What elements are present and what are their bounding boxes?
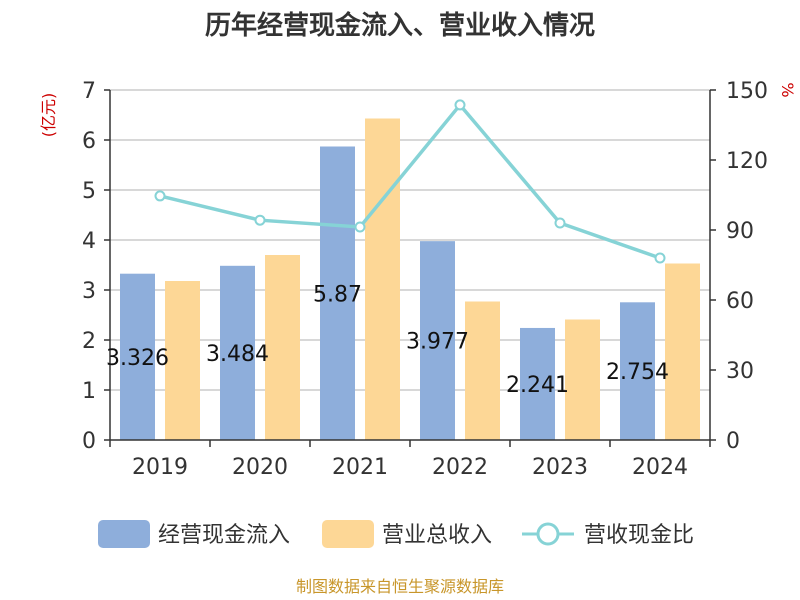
left-tick-label-7: 7 (82, 79, 96, 104)
bar-revenue-2021[interactable] (365, 118, 400, 441)
data-labels: 3.326 3.484 5.87 3.977 2.241 2.754 (106, 282, 669, 398)
right-tick-label-5: 150 (726, 79, 768, 104)
x-tick-label-2023: 2023 (532, 455, 588, 480)
axes (104, 89, 716, 447)
legend-item-cash-inflow[interactable]: 经营现金流入 (98, 520, 290, 548)
tick-labels: 0 1 2 3 4 5 6 7 0 30 60 90 120 150 2019 2020 2021 2022 202… (82, 79, 768, 480)
ratio-point-2021[interactable] (354, 221, 366, 233)
right-tick-label-3: 90 (726, 219, 754, 244)
ratio-line-path (159, 102, 661, 260)
left-axis-unit: (亿元) (39, 93, 58, 138)
bar-revenue-2022[interactable] (465, 301, 500, 441)
legend-label-revenue: 营业总收入 (382, 523, 492, 548)
legend-label-cash-inflow: 经营现金流入 (158, 523, 290, 548)
bars (120, 118, 700, 441)
ratio-point-2023[interactable] (554, 217, 566, 229)
left-tick-label-0: 0 (82, 429, 96, 454)
bar-cash-inflow-2024[interactable] (620, 302, 655, 440)
data-label-cash-inflow-2021: 5.87 (313, 282, 362, 307)
gridlines (110, 89, 710, 391)
legend-item-ratio[interactable]: 营收现金比 (522, 522, 694, 548)
legend: 经营现金流入 营业总收入 营收现金比 (98, 520, 694, 548)
x-tick-label-2019: 2019 (132, 455, 188, 480)
right-axis-unit: % (778, 82, 797, 97)
data-label-cash-inflow-2020: 3.484 (206, 342, 269, 367)
data-label-cash-inflow-2024: 2.754 (606, 360, 669, 385)
x-tick-label-2021: 2021 (332, 455, 388, 480)
left-tick-label-5: 5 (82, 179, 96, 204)
bar-revenue-2024[interactable] (665, 263, 700, 441)
bar-cash-inflow-2022[interactable] (420, 241, 455, 440)
x-tick-label-2022: 2022 (432, 455, 488, 480)
right-tick-label-2: 60 (726, 289, 754, 314)
bar-revenue-2023[interactable] (565, 319, 600, 441)
left-tick-label-6: 6 (82, 129, 96, 154)
chart-title: 历年经营现金流入、营业收入情况 (205, 10, 595, 41)
ratio-line (154, 99, 666, 264)
ratio-point-2022[interactable] (454, 99, 466, 111)
legend-label-ratio: 营收现金比 (584, 523, 694, 548)
left-tick-label-1: 1 (82, 379, 96, 404)
bar-cash-inflow-2020[interactable] (220, 265, 255, 440)
data-source-note: 制图数据来自恒生聚源数据库 (296, 577, 504, 596)
right-tick-label-4: 120 (726, 149, 768, 174)
x-tick-label-2024: 2024 (632, 455, 688, 480)
bar-revenue-2019[interactable] (165, 281, 200, 440)
ratio-point-2019[interactable] (154, 190, 166, 202)
bar-revenue-2020[interactable] (265, 255, 300, 440)
bar-cash-inflow-2021[interactable] (320, 146, 355, 441)
left-tick-label-4: 4 (82, 229, 96, 254)
right-tick-label-1: 30 (726, 359, 754, 384)
data-label-cash-inflow-2023: 2.241 (506, 373, 569, 398)
legend-swatch-cash-inflow (98, 520, 150, 548)
x-tick-label-2020: 2020 (232, 455, 288, 480)
legend-marker-ratio (536, 522, 560, 546)
bar-cash-inflow-2023[interactable] (520, 327, 555, 440)
data-label-cash-inflow-2019: 3.326 (106, 346, 169, 371)
left-tick-label-3: 3 (82, 279, 96, 304)
ratio-point-2020[interactable] (254, 214, 266, 226)
bar-cash-inflow-2019[interactable] (120, 273, 155, 440)
legend-item-revenue[interactable]: 营业总收入 (322, 520, 492, 548)
data-label-cash-inflow-2022: 3.977 (406, 330, 469, 355)
legend-swatch-revenue (322, 520, 374, 548)
left-tick-label-2: 2 (82, 329, 96, 354)
right-tick-label-0: 0 (726, 429, 740, 454)
ratio-point-2024[interactable] (654, 252, 666, 264)
